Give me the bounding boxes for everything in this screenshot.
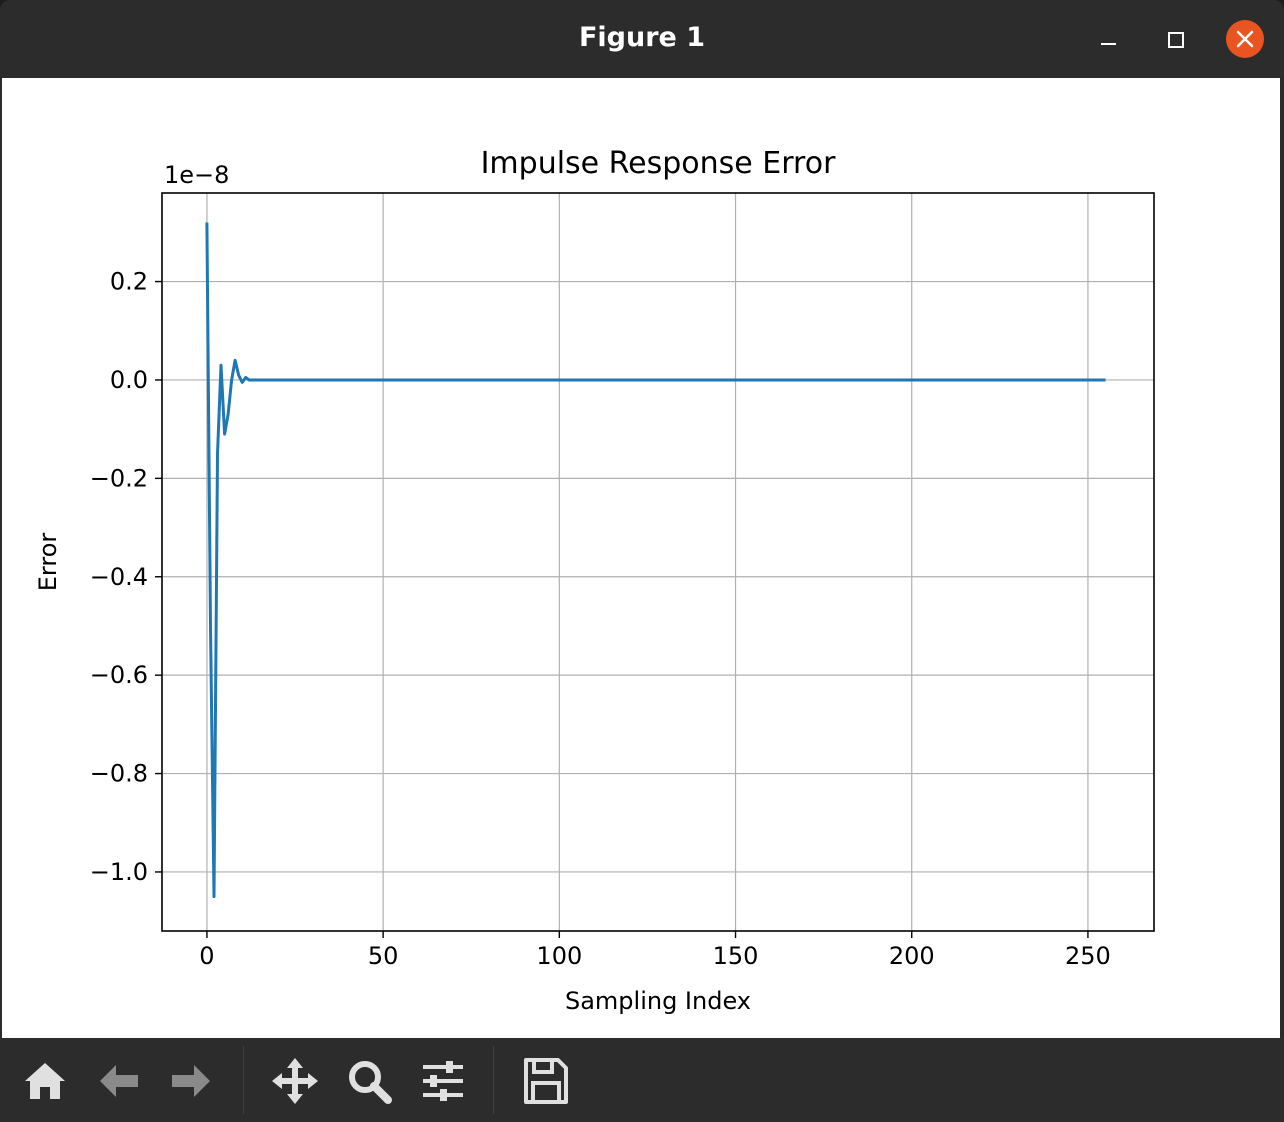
configure-subplots-button[interactable]	[418, 1056, 468, 1106]
save-button[interactable]	[520, 1056, 570, 1106]
home-icon	[25, 1063, 65, 1099]
x-tick-label: 100	[536, 942, 582, 970]
configure-subplots-icon	[423, 1061, 463, 1101]
toolbar-separator	[493, 1046, 494, 1114]
y-tick-label: 0.2	[110, 268, 148, 296]
series-lines	[205, 222, 1106, 899]
y-tick-label: −1.0	[90, 858, 148, 886]
x-tick-label: 50	[368, 942, 399, 970]
y-tick-label: −0.8	[90, 760, 148, 788]
zoom-icon	[349, 1061, 392, 1104]
forward-button[interactable]	[166, 1056, 216, 1106]
y-tick-label: −0.2	[90, 464, 148, 492]
axes-frame	[161, 192, 1155, 932]
chart-title: Impulse Response Error	[481, 146, 836, 181]
back-icon	[100, 1065, 138, 1097]
y-tick-label: −0.6	[90, 661, 148, 689]
forward-icon	[172, 1065, 210, 1097]
y-axis-ticks: 0.2 0.0 −0.2 −0.4 −0.6 −0.8 −1.0	[90, 268, 162, 886]
series-line	[205, 222, 1106, 899]
save-icon	[524, 1058, 568, 1104]
pan-icon	[272, 1058, 318, 1104]
y-axis-label: Error	[34, 533, 62, 592]
close-icon	[1236, 30, 1254, 48]
impulse-response-chart: 0 50 100 150 200 250 0.2 0.0 −0.2 −0.4 −0.6 −0.8 −1…	[34, 146, 1155, 1015]
y-offset-label: 1e−8	[164, 161, 229, 189]
minimize-button[interactable]	[1090, 22, 1126, 58]
figure-canvas[interactable]: 0 50 100 150 200 250 0.2 0.0 −0.2 −0.4 −0.6 −0.8 −1…	[2, 78, 1280, 1038]
x-axis-label: Sampling Index	[565, 987, 751, 1015]
x-tick-label: 0	[199, 942, 214, 970]
x-tick-label: 200	[889, 942, 935, 970]
zoom-button[interactable]	[344, 1056, 394, 1106]
home-button[interactable]	[20, 1056, 70, 1106]
x-tick-label: 250	[1065, 942, 1111, 970]
back-button[interactable]	[94, 1056, 144, 1106]
pan-button[interactable]	[270, 1056, 320, 1106]
window-title: Figure 1	[578, 22, 706, 53]
x-tick-label: 150	[713, 942, 759, 970]
toolbar-separator	[243, 1046, 244, 1114]
maximize-icon	[1168, 32, 1184, 48]
maximize-button[interactable]	[1158, 22, 1194, 58]
minimize-icon	[1101, 43, 1116, 45]
y-tick-label: 0.0	[110, 366, 148, 394]
grid-lines	[162, 193, 1154, 931]
title-bar[interactable]: Figure 1	[0, 0, 1284, 78]
navigation-toolbar	[0, 1038, 1284, 1122]
y-tick-label: −0.4	[90, 563, 148, 591]
close-button[interactable]	[1226, 20, 1264, 58]
x-axis-ticks: 0 50 100 150 200 250	[199, 931, 1111, 970]
